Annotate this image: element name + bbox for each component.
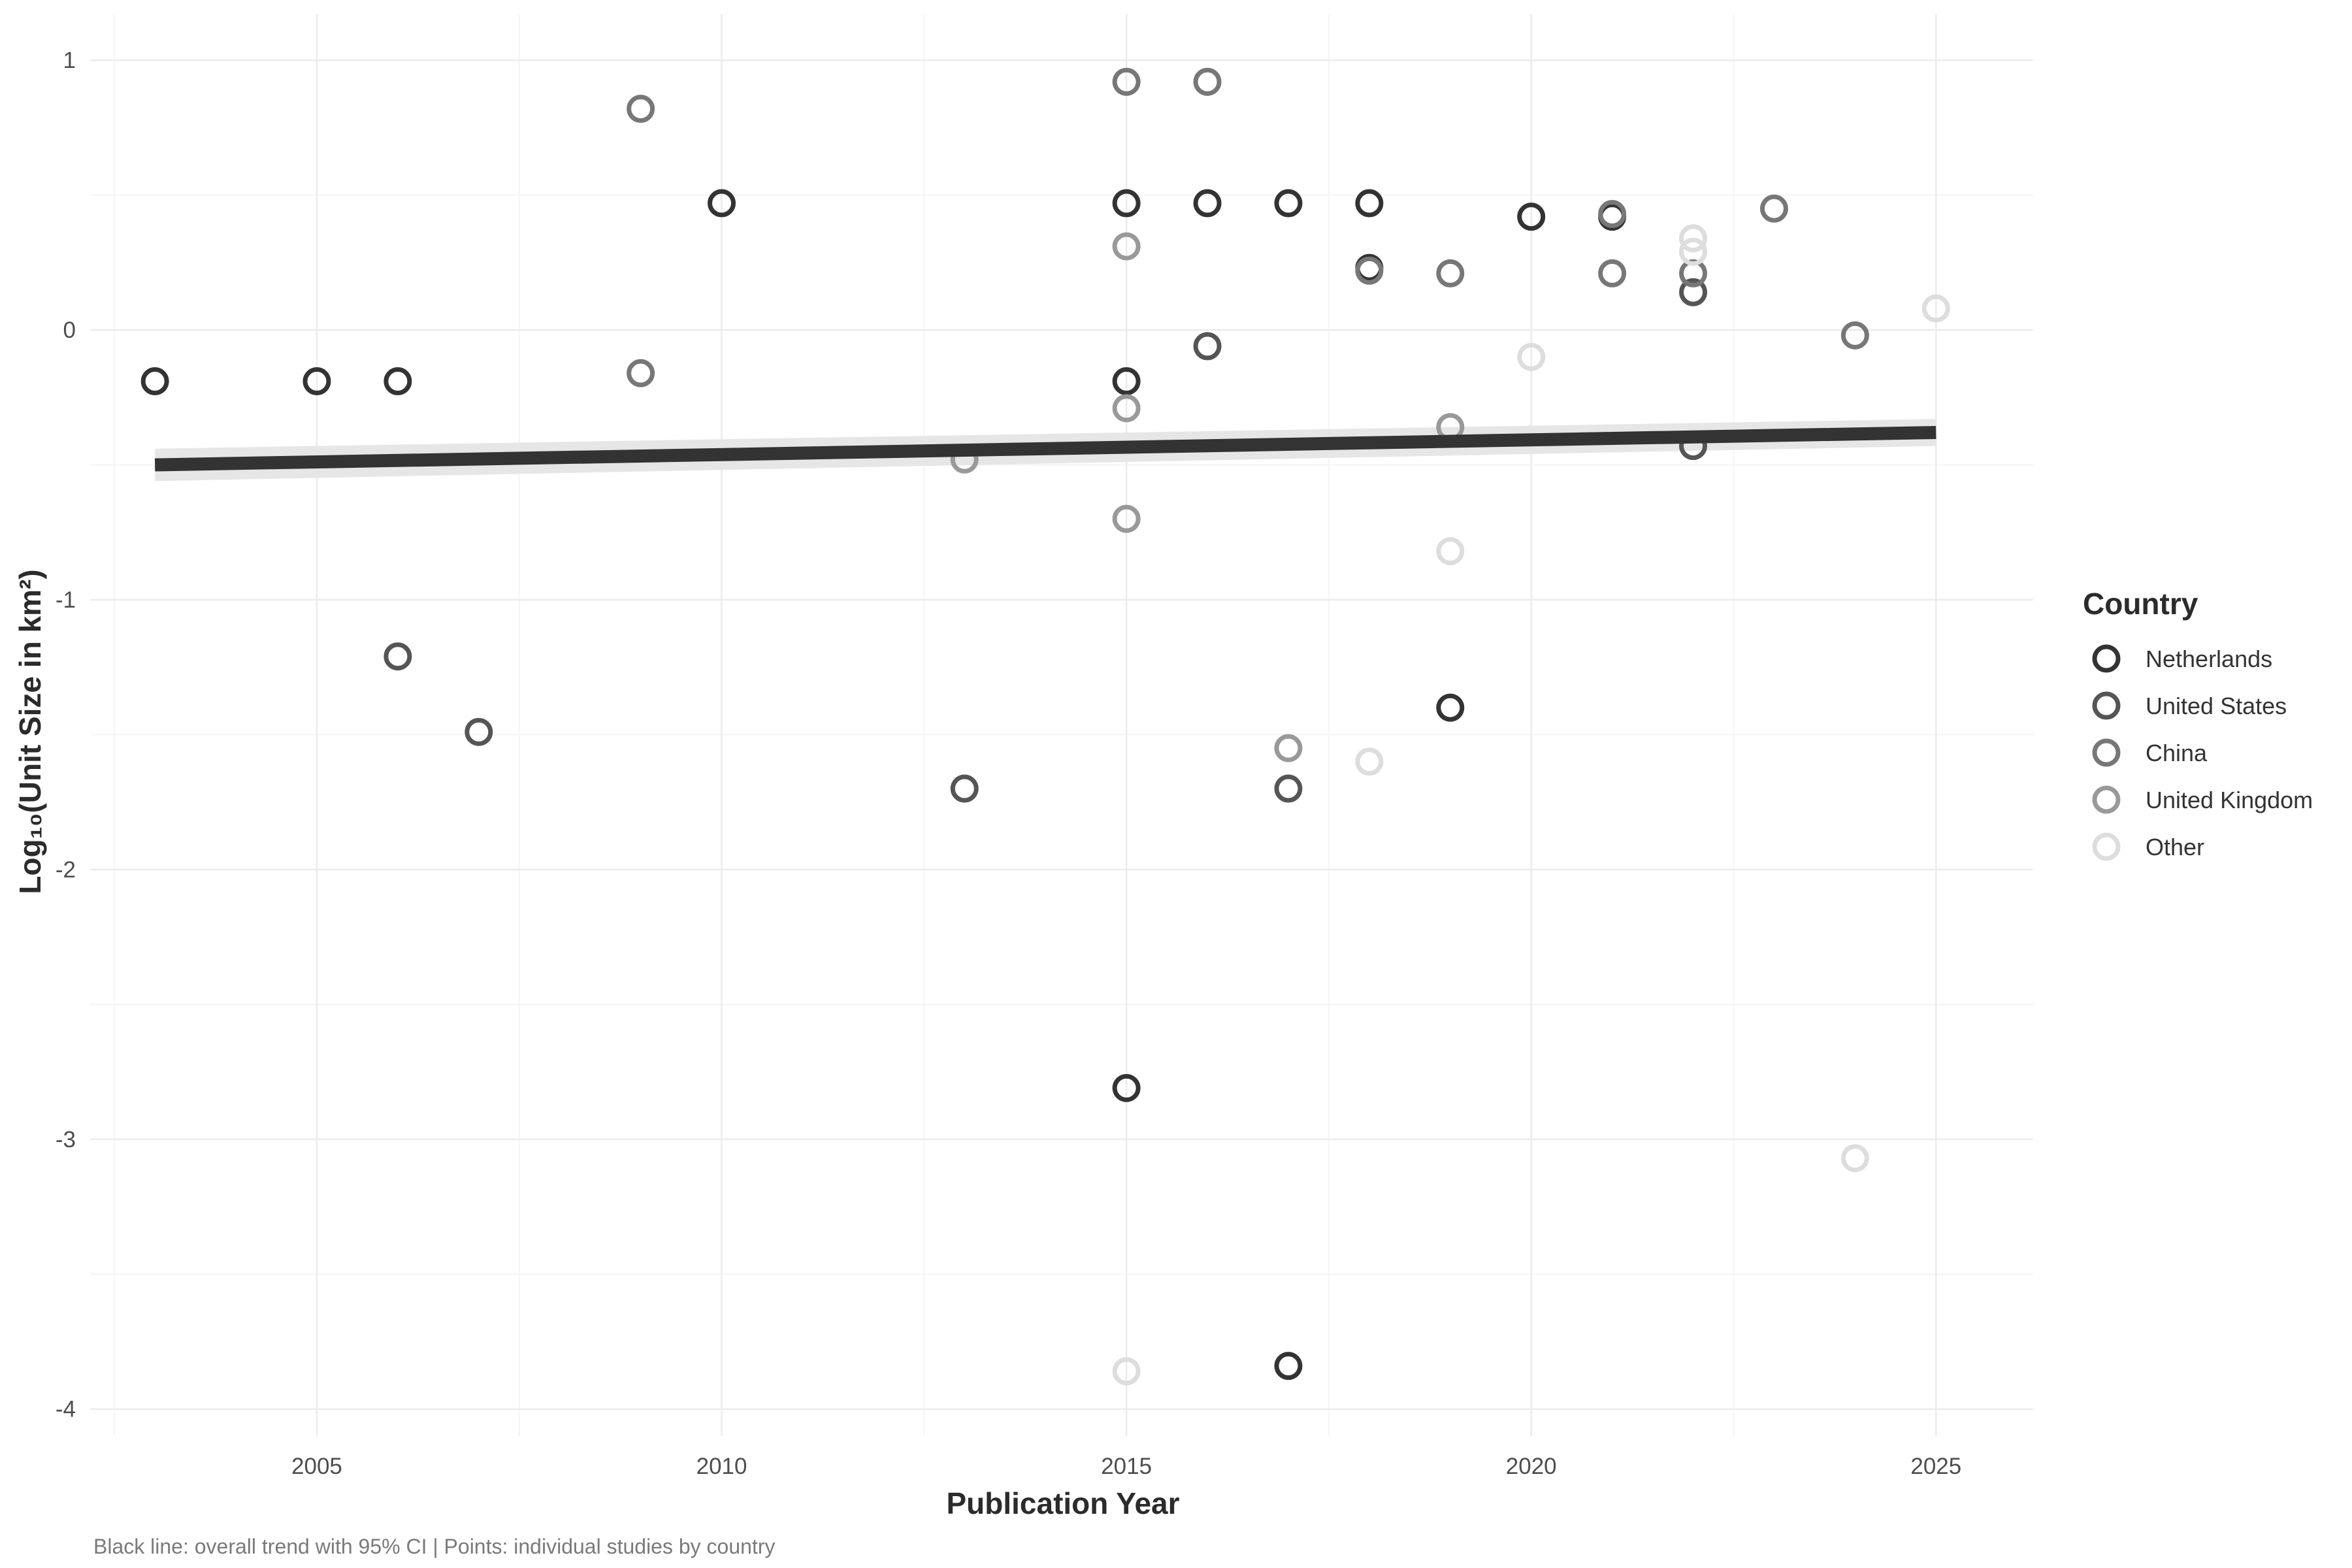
data-point-netherlands bbox=[1517, 203, 1546, 231]
legend-marker-netherlands bbox=[2092, 644, 2121, 673]
legend-marker-other bbox=[2092, 832, 2121, 861]
data-point-other bbox=[1355, 747, 1384, 776]
grid-minor bbox=[90, 14, 2033, 1436]
x-axis-title: Publication Year bbox=[946, 1486, 1179, 1520]
data-point-china bbox=[1598, 259, 1627, 287]
data-point-netherlands bbox=[1436, 693, 1465, 722]
data-point-other bbox=[1679, 224, 1708, 253]
data-point-netherlands bbox=[302, 367, 331, 396]
x-tick-label: 2025 bbox=[1910, 1454, 1961, 1479]
legend-label-other: Other bbox=[2146, 834, 2204, 860]
y-tick-label: -1 bbox=[56, 587, 76, 613]
data-point-netherlands bbox=[1193, 189, 1222, 218]
y-tick-label: -2 bbox=[56, 857, 76, 883]
data-points-layer bbox=[140, 67, 1950, 1386]
x-tick-label: 2005 bbox=[291, 1454, 342, 1479]
data-point-united-states bbox=[950, 774, 979, 803]
data-point-united-states bbox=[1274, 774, 1303, 803]
legend: Country Netherlands United States China Uni… bbox=[2083, 587, 2313, 861]
data-point-netherlands bbox=[1355, 189, 1384, 218]
data-point-netherlands bbox=[708, 189, 736, 218]
data-point-china bbox=[1193, 67, 1222, 96]
chart-caption: Black line: overall trend with 95% CI | … bbox=[93, 1535, 775, 1558]
x-tick-label: 2010 bbox=[696, 1454, 747, 1479]
data-point-netherlands bbox=[1274, 1352, 1303, 1380]
data-point-united-kingdom bbox=[1112, 232, 1141, 261]
legend-label-united-kingdom: United Kingdom bbox=[2146, 787, 2313, 813]
legend-items: Netherlands United States China United King… bbox=[2092, 644, 2313, 861]
data-point-china bbox=[627, 95, 655, 123]
data-point-united-kingdom bbox=[1112, 394, 1141, 423]
data-point-other bbox=[1112, 1357, 1141, 1386]
data-point-china bbox=[1112, 67, 1141, 96]
y-tick-labels: -4 -3 -2 -1 0 1 bbox=[56, 48, 76, 1422]
data-point-china bbox=[1598, 200, 1627, 229]
legend-marker-united-states bbox=[2092, 691, 2121, 720]
data-point-netherlands bbox=[140, 367, 169, 396]
x-tick-labels: 2005 2010 2015 2020 2025 bbox=[291, 1454, 1961, 1479]
x-tick-label: 2015 bbox=[1101, 1454, 1152, 1479]
data-point-china bbox=[627, 359, 655, 387]
x-tick-label: 2020 bbox=[1506, 1454, 1557, 1479]
y-tick-label: 0 bbox=[63, 318, 76, 343]
data-point-other bbox=[1517, 342, 1546, 371]
data-point-netherlands bbox=[1112, 189, 1141, 218]
data-point-china bbox=[1759, 194, 1788, 223]
legend-label-united-states: United States bbox=[2146, 693, 2287, 719]
legend-label-netherlands: Netherlands bbox=[2146, 645, 2272, 672]
legend-label-china: China bbox=[2146, 740, 2208, 766]
legend-title: Country bbox=[2083, 587, 2198, 621]
data-point-netherlands bbox=[1112, 367, 1141, 396]
data-point-united-states bbox=[1193, 332, 1222, 361]
grid-major bbox=[90, 14, 2033, 1436]
data-point-other bbox=[1679, 237, 1708, 266]
y-tick-label: -3 bbox=[56, 1127, 76, 1152]
data-point-china bbox=[1840, 321, 1869, 350]
data-point-united-kingdom bbox=[1112, 504, 1141, 533]
data-point-china bbox=[1355, 256, 1384, 285]
y-tick-label: -4 bbox=[56, 1397, 76, 1422]
trend-line-layer bbox=[154, 426, 1936, 472]
data-point-united-states bbox=[384, 642, 412, 671]
data-point-other bbox=[1840, 1144, 1869, 1173]
legend-marker-united-kingdom bbox=[2092, 785, 2121, 814]
data-point-united-states bbox=[465, 717, 493, 746]
trend-line bbox=[154, 426, 1936, 472]
data-point-united-kingdom bbox=[1274, 734, 1303, 762]
y-axis-title: Log₁₀(Unit Size in km²) bbox=[13, 569, 47, 894]
data-point-other bbox=[1436, 537, 1465, 566]
y-tick-label: 1 bbox=[63, 48, 76, 73]
data-point-netherlands bbox=[1274, 189, 1303, 218]
data-point-other bbox=[1921, 294, 1950, 323]
data-point-netherlands bbox=[384, 367, 412, 396]
legend-marker-china bbox=[2092, 738, 2121, 767]
data-point-china bbox=[1436, 259, 1465, 287]
data-point-netherlands bbox=[1112, 1073, 1141, 1102]
data-point-united-states bbox=[1679, 278, 1708, 306]
